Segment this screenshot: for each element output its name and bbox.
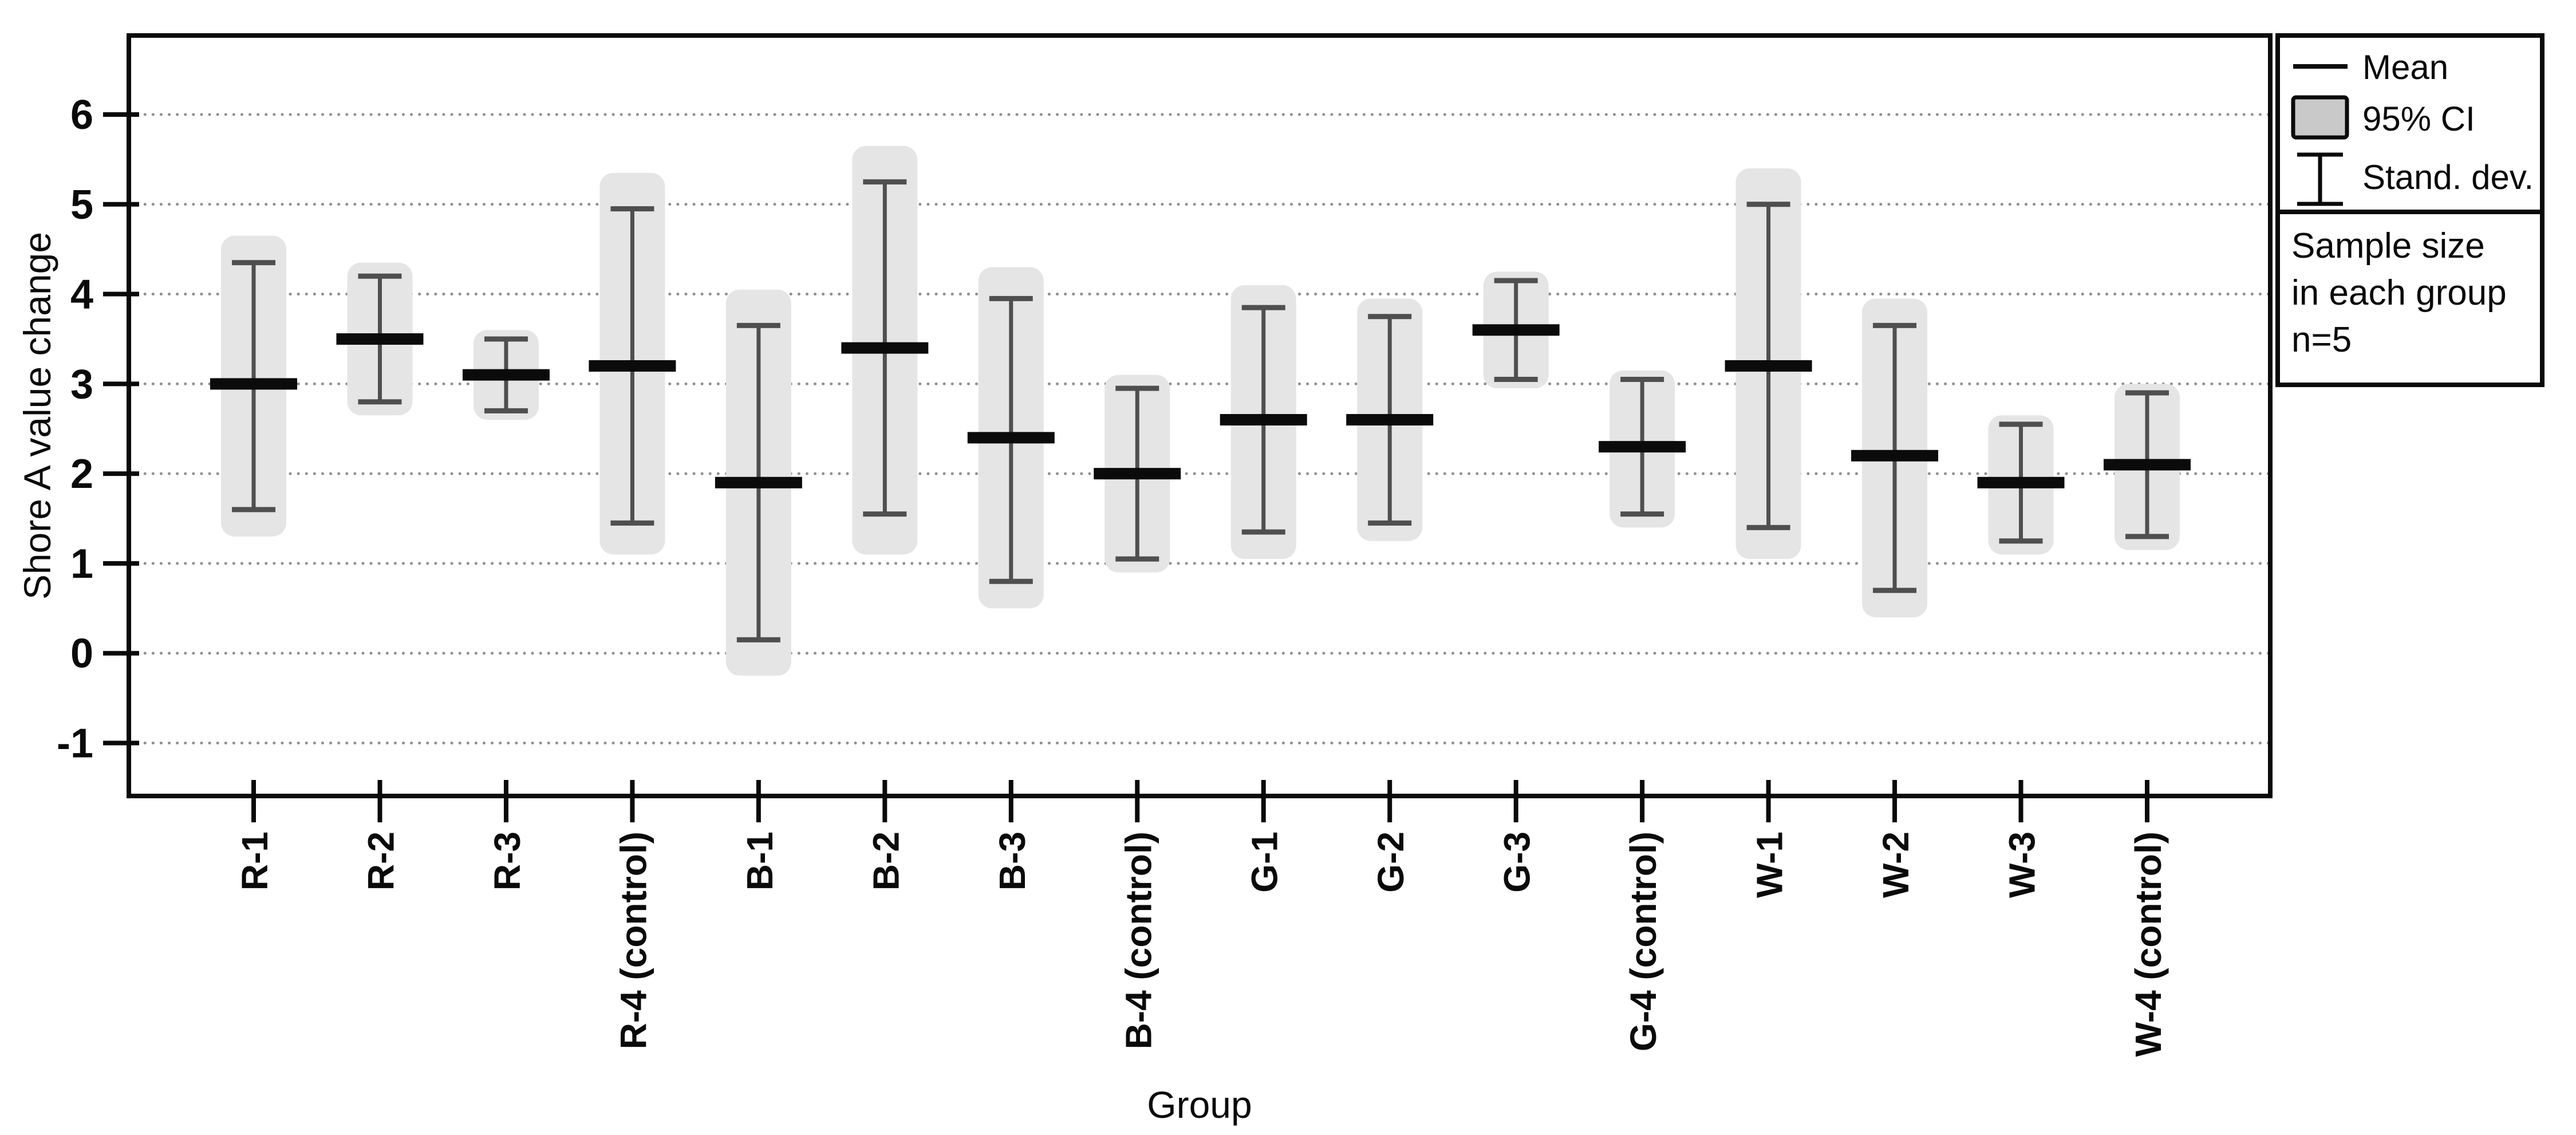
x-category-label: R-4 (control) — [613, 831, 654, 1049]
axes: 6 5 4 3 2 1 0 -1 R-1 R-2 R-3 R-4 (control) B-1 B-2 B-3… — [57, 92, 2169, 1057]
x-category-label: B-3 — [992, 831, 1033, 890]
error-bar-group-G-2 — [1346, 298, 1434, 541]
error-bar-group-W-2 — [1851, 298, 1939, 617]
error-bar-group-B-2 — [841, 145, 929, 555]
x-category-label: G-2 — [1370, 831, 1411, 893]
y-tick-label-3: 3 — [70, 361, 93, 407]
error-bar-group-B-3 — [967, 267, 1055, 609]
y-tick-label-4: 4 — [70, 272, 93, 318]
gridlines — [127, 113, 2272, 744]
sample-size-note: Sample size in each group n=5 — [2275, 210, 2545, 387]
y-tick-label--1: -1 — [57, 720, 93, 766]
note-line-2: in each group — [2291, 273, 2507, 313]
stddev-ibeam-icon — [2297, 152, 2343, 206]
error-bar-group-W-4 (control) — [2104, 384, 2191, 550]
note-line-1: Sample size — [2291, 226, 2485, 266]
x-category-label: R-1 — [234, 831, 275, 890]
plot-border — [127, 33, 2273, 798]
y-tick-label-5: 5 — [70, 182, 93, 228]
y-tick-label-2: 2 — [70, 451, 93, 497]
y-tick-label-0: 0 — [70, 631, 93, 677]
x-category-label: R-3 — [487, 831, 528, 890]
error-bar-group-W-1 — [1725, 168, 1812, 559]
legend: Mean 95% CI Stand. dev. — [2275, 33, 2545, 214]
x-category-label: G-1 — [1244, 831, 1285, 893]
error-bar-group-R-4 (control) — [589, 172, 676, 555]
x-category-label: B-4 (control) — [1118, 831, 1159, 1049]
x-category-label: R-2 — [360, 831, 401, 890]
error-bar-group-B-1 — [715, 289, 802, 676]
error-bar-group-R-1 — [210, 235, 297, 537]
x-category-label: B-2 — [865, 831, 906, 890]
error-bar-group-R-3 — [462, 330, 550, 420]
error-bar-group-G-4 (control) — [1599, 370, 1686, 528]
x-category-label: W-2 — [1875, 831, 1916, 898]
x-axis-title: Group — [1147, 1083, 1252, 1126]
error-bar-group-R-2 — [336, 262, 424, 416]
y-tick-label-6: 6 — [70, 92, 93, 138]
y-tick-label-1: 1 — [70, 541, 93, 587]
x-category-label: W-1 — [1749, 831, 1790, 898]
x-category-label: B-1 — [739, 831, 780, 890]
error-bar-group-B-4 (control) — [1094, 375, 1181, 573]
note-frame — [2275, 210, 2545, 387]
legend-item-ci: 95% CI — [2362, 100, 2475, 138]
x-category-label: G-3 — [1497, 831, 1538, 893]
error-bar-group-G-1 — [1220, 285, 1307, 559]
ci-box-icon — [2291, 95, 2349, 140]
note-line-3: n=5 — [2291, 320, 2352, 360]
y-axis-title: Shore A value change — [16, 232, 58, 600]
x-category-label: W-3 — [2002, 831, 2043, 898]
legend-item-stddev: Stand. dev. — [2362, 158, 2534, 196]
error-bar-group-W-3 — [1977, 415, 2065, 555]
x-category-label: G-4 (control) — [1623, 831, 1664, 1051]
error-bar-group-G-3 — [1472, 271, 1560, 389]
error-bars — [210, 145, 2191, 676]
x-category-label: W-4 (control) — [2128, 831, 2169, 1057]
legend-item-mean: Mean — [2362, 48, 2448, 86]
